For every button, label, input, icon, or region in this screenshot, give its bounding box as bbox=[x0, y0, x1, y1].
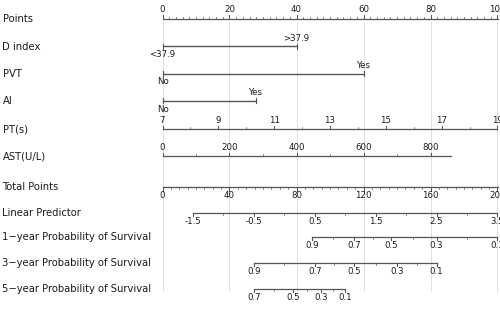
Text: 200: 200 bbox=[221, 143, 238, 152]
Text: 0.5: 0.5 bbox=[384, 241, 398, 250]
Text: 0.7: 0.7 bbox=[348, 241, 361, 250]
Text: 13: 13 bbox=[324, 116, 336, 125]
Text: 160: 160 bbox=[422, 191, 439, 201]
Text: 0.9: 0.9 bbox=[247, 267, 260, 276]
Text: 9: 9 bbox=[216, 116, 221, 125]
Text: 11: 11 bbox=[268, 116, 280, 125]
Text: 15: 15 bbox=[380, 116, 392, 125]
Text: 0.5: 0.5 bbox=[286, 293, 300, 302]
Text: 19: 19 bbox=[492, 116, 500, 125]
Text: -0.5: -0.5 bbox=[246, 217, 262, 226]
Text: 0.5: 0.5 bbox=[308, 217, 322, 226]
Text: D index: D index bbox=[2, 42, 41, 51]
Text: 0: 0 bbox=[160, 6, 165, 15]
Text: 0.9: 0.9 bbox=[305, 241, 318, 250]
Text: Points: Points bbox=[2, 14, 32, 24]
Text: 800: 800 bbox=[422, 143, 439, 152]
Text: AI: AI bbox=[2, 96, 12, 106]
Text: 3.5: 3.5 bbox=[490, 217, 500, 226]
Text: 0: 0 bbox=[160, 143, 165, 152]
Text: 0.7: 0.7 bbox=[308, 267, 322, 276]
Text: 40: 40 bbox=[291, 6, 302, 15]
Text: 80: 80 bbox=[291, 191, 302, 201]
Text: 0.3: 0.3 bbox=[430, 241, 444, 250]
Text: 0.1: 0.1 bbox=[430, 267, 444, 276]
Text: 0.3: 0.3 bbox=[390, 267, 404, 276]
Text: 1−year Probability of Survival: 1−year Probability of Survival bbox=[2, 232, 152, 242]
Text: 200: 200 bbox=[489, 191, 500, 201]
Text: 40: 40 bbox=[224, 191, 235, 201]
Text: 7: 7 bbox=[160, 116, 165, 125]
Text: 120: 120 bbox=[355, 191, 372, 201]
Text: 1.5: 1.5 bbox=[369, 217, 382, 226]
Text: 0.1: 0.1 bbox=[490, 241, 500, 250]
Text: -1.5: -1.5 bbox=[184, 217, 202, 226]
Text: <37.9: <37.9 bbox=[150, 50, 176, 60]
Text: 0.5: 0.5 bbox=[348, 267, 361, 276]
Text: 3−year Probability of Survival: 3−year Probability of Survival bbox=[2, 258, 152, 268]
Text: Yes: Yes bbox=[356, 61, 370, 70]
Text: 0.7: 0.7 bbox=[247, 293, 260, 302]
Text: 20: 20 bbox=[224, 6, 235, 15]
Text: No: No bbox=[156, 104, 168, 114]
Text: Yes: Yes bbox=[250, 88, 264, 97]
Text: 600: 600 bbox=[355, 143, 372, 152]
Text: AST(U/L): AST(U/L) bbox=[2, 151, 46, 161]
Text: PT(s): PT(s) bbox=[2, 124, 28, 134]
Text: PVT: PVT bbox=[2, 69, 22, 79]
Text: 0: 0 bbox=[160, 191, 165, 201]
Text: Total Points: Total Points bbox=[2, 182, 59, 192]
Text: 5−year Probability of Survival: 5−year Probability of Survival bbox=[2, 284, 152, 294]
Text: 100: 100 bbox=[489, 6, 500, 15]
Text: 2.5: 2.5 bbox=[430, 217, 444, 226]
Text: 17: 17 bbox=[436, 116, 447, 125]
Text: No: No bbox=[156, 78, 168, 86]
Text: 0.1: 0.1 bbox=[338, 293, 352, 302]
Text: 400: 400 bbox=[288, 143, 305, 152]
Text: Linear Predictor: Linear Predictor bbox=[2, 208, 82, 218]
Text: 80: 80 bbox=[425, 6, 436, 15]
Text: 0.3: 0.3 bbox=[314, 293, 328, 302]
Text: 60: 60 bbox=[358, 6, 369, 15]
Text: >37.9: >37.9 bbox=[284, 33, 310, 42]
